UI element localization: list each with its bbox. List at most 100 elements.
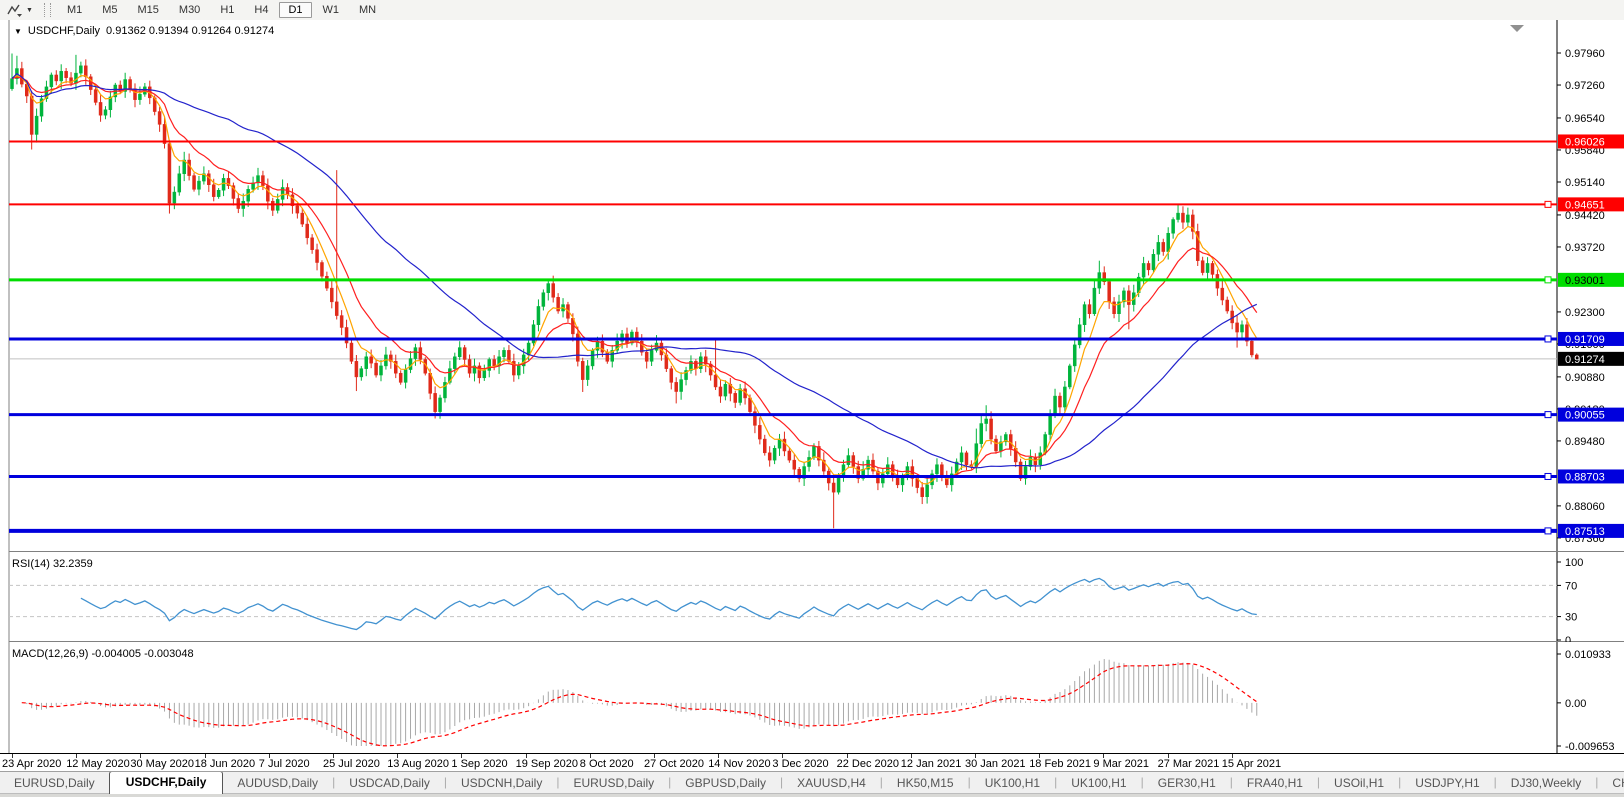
date-tick-mark [76,754,78,758]
hline-price-badge [1558,134,1624,149]
date-tick-label: 12 May 2020 [66,758,130,770]
date-tick-mark [268,754,270,758]
hline-handle[interactable] [1544,200,1552,208]
chart-tab-usdcnh-daily[interactable]: USDCNH,Daily [461,776,543,790]
hline-handle[interactable] [1544,527,1552,535]
chart-tab-eurusd-daily[interactable]: EURUSD,Daily [573,776,655,790]
macd-tick-label: 0.00 [1565,698,1586,710]
hline-handle[interactable] [1544,335,1552,343]
date-axis: 23 Apr 2020 12 May 2020 30 May 2020 18 Jun … [0,753,1624,772]
symbol-dropdown-icon[interactable]: ▼ [14,26,22,36]
main-chart-panel[interactable]: 0.979600.972600.965400.958400.951400.944… [0,20,1624,552]
slow-ma-line [11,72,1258,469]
price-tick-label: 0.95140 [1565,177,1605,189]
hline-0.87513[interactable]: 0.87513 [9,523,1624,538]
tab-separator: | [879,775,883,789]
hline-handle[interactable] [1544,276,1552,284]
date-tick-label: 27 Oct 2020 [644,758,704,770]
chart-tab-china300-h1[interactable]: CHINA300,H1 [1612,776,1624,790]
date-tick-mark [204,754,206,758]
chart-tab-uk100-h1[interactable]: UK100,H1 [1071,776,1127,790]
macd-tick-label: -0.009653 [1565,741,1615,753]
chart-tab-gbpusd-daily[interactable]: GBPUSD,Daily [685,776,766,790]
hline-price-badge [1558,331,1624,346]
date-tick-label: 7 Jul 2020 [258,758,310,770]
rsi-tick-label: 100 [1565,557,1583,569]
timeframe-button-m15[interactable]: M15 [137,4,159,16]
svg-text:0.96026: 0.96026 [1565,136,1605,148]
hline-0.93001[interactable]: 0.93001 [9,272,1624,287]
svg-text:0.87513: 0.87513 [1565,526,1605,538]
date-tick-label: 8 Oct 2020 [579,758,634,770]
chart-tab-hk50-m15[interactable]: HK50,M15 [896,776,954,790]
hline-0.88703[interactable]: 0.88703 [9,469,1624,484]
date-tick-mark [589,754,591,758]
timeframe-button-m30[interactable]: M30 [178,4,201,16]
tool-dropdown-caret[interactable]: ▼ [26,6,33,14]
macd-panel[interactable]: 0.010933 0.00 -0.009653 [0,642,1624,753]
zigzag-icon [7,4,22,17]
date-tick-mark [718,754,720,758]
rsi-tick-label: 70 [1565,580,1577,592]
medium-ma-line [11,76,1258,479]
timeframe-button-w1[interactable]: W1 [322,4,340,16]
timeframe-button-h1[interactable]: H1 [220,4,235,16]
tab-separator: | [1229,775,1233,789]
date-tick-label: 1 Sep 2020 [451,758,508,770]
date-tick-label: 9 Mar 2021 [1093,758,1150,770]
rsi-panel[interactable]: 100 70 30 0 [0,552,1624,642]
date-tick-label: 3 Dec 2020 [772,758,829,770]
zigzag-draw-icon[interactable]: ▼ [4,2,36,18]
timeframe-button-m1[interactable]: M1 [66,4,83,16]
price-tick-label: 0.89480 [1565,436,1605,448]
tab-separator: | [967,775,971,789]
hline-0.90055[interactable]: 0.90055 [9,407,1624,422]
timeframe-button-mn[interactable]: MN [359,4,377,16]
date-tick-mark [333,754,334,758]
current-price-badge: 0.91274 [1558,351,1624,366]
timeframe-button-m5[interactable]: M5 [102,4,118,16]
chart-tab-usoil-h1[interactable]: USOil,H1 [1334,776,1385,790]
hline-handle[interactable] [1544,472,1552,480]
tab-separator: | [1595,775,1599,789]
chart-tab-eurusd-daily[interactable]: EURUSD,Daily [14,776,95,790]
chart-tab-fra40-h1[interactable]: FRA40,H1 [1246,776,1303,790]
date-tick-mark [525,754,527,758]
rsi-tick-label: 30 [1565,612,1577,624]
hline-handle[interactable] [1544,411,1552,419]
svg-text:0.88703: 0.88703 [1565,471,1605,483]
chart-tab-usdcad-daily[interactable]: USDCAD,Daily [349,776,430,790]
price-tick-label: 0.92300 [1565,307,1605,319]
hline-price-badge [1558,469,1624,484]
chart-tab-uk100-h1[interactable]: UK100,H1 [984,776,1041,790]
chart-shift-marker-icon[interactable] [1510,25,1524,32]
timeframe-button-h4[interactable]: H4 [254,4,269,16]
hline-0.94651[interactable]: 0.94651 [9,197,1624,212]
chart-tab-dj30-weekly[interactable]: DJ30,Weekly [1510,776,1582,790]
tab-separator: | [779,775,784,789]
date-tick-mark [975,754,976,758]
chart-tab-usdjpy-h1[interactable]: USDJPY,H1 [1415,776,1480,790]
rsi-label: RSI(14) 32.2359 [12,558,93,570]
hline-0.91709[interactable]: 0.91709 [9,331,1624,346]
date-tick-label: 30 May 2020 [130,758,194,770]
hline-price-badge [1558,272,1624,287]
timeframe-buttons: M1 M5 M15 M30 H1 H4 D1 W1 MN [57,2,386,18]
chart-tab-ger30-h1[interactable]: GER30,H1 [1157,776,1216,790]
tab-separator: | [1054,775,1058,789]
date-tick-mark [140,754,142,758]
date-tick-label: 23 Apr 2020 [2,758,62,770]
chart-tab-xauusd-h4[interactable]: XAUUSD,H4 [797,776,866,790]
macd-tick-label: 0.010933 [1565,649,1611,661]
chart-tab-audusd-daily[interactable]: AUDUSD,Daily [237,776,319,790]
svg-text:0.91709: 0.91709 [1565,334,1605,346]
timeframe-button-d1[interactable]: D1 [279,2,312,18]
date-tick-mark [1167,754,1169,758]
chart-tab-usdchf-daily[interactable]: USDCHF,Daily [108,772,224,794]
tab-separator: | [556,775,560,789]
hline-0.96026[interactable]: 0.96026 [9,134,1624,149]
tab-separator: | [668,775,672,789]
tab-separator: | [332,775,336,789]
svg-text:0.94651: 0.94651 [1565,199,1605,211]
date-tick-label: 25 Jul 2020 [323,758,380,770]
